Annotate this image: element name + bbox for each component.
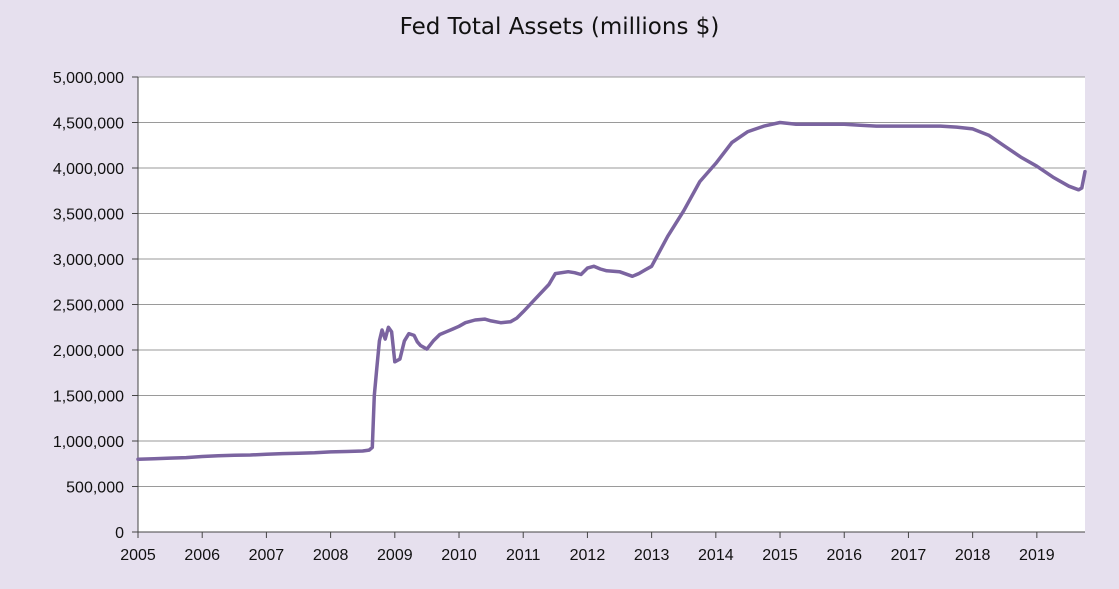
y-tick-label: 3,000,000 (53, 252, 124, 269)
y-tick-label: 4,500,000 (53, 116, 124, 133)
y-tick-label: 1,500,000 (53, 389, 124, 406)
x-tick-label: 2006 (184, 547, 220, 564)
y-tick-label: 500,000 (66, 480, 124, 497)
x-tick-label: 2018 (955, 547, 991, 564)
x-tick-label: 2012 (570, 547, 606, 564)
series-layer (136, 120, 1087, 461)
y-tick-label: 3,500,000 (53, 207, 124, 224)
x-tick-label: 2013 (634, 547, 670, 564)
y-tick-labels: 0 500,000 1,000,000 1,500,000 2,000,000 2,500… (53, 70, 124, 542)
x-tick-label: 2016 (826, 547, 862, 564)
x-tick-label: 2005 (120, 547, 156, 564)
x-tick-label: 2014 (698, 547, 734, 564)
y-tick-label: 2,500,000 (53, 298, 124, 315)
x-tick-label: 2019 (1019, 547, 1055, 564)
y-tick-label: 5,000,000 (53, 70, 124, 87)
y-tick-label: 1,000,000 (53, 434, 124, 451)
gridlines (138, 76, 1085, 487)
x-tick-label: 2015 (762, 547, 798, 564)
chart-title: Fed Total Assets (millions $) (399, 14, 720, 40)
x-tick-label: 2017 (891, 547, 927, 564)
series-line (136, 120, 1087, 461)
x-tick-label: 2011 (506, 547, 541, 564)
y-tick-label: 4,000,000 (53, 161, 124, 178)
x-tick-label: 2010 (441, 547, 477, 564)
x-tick-labels: 2005 2006 2007 2008 2009 2010 2011 2012 2013 2014… (120, 547, 1055, 564)
x-tick-label: 2009 (377, 547, 413, 564)
axes (132, 76, 1085, 538)
y-tick-label: 2,000,000 (53, 343, 124, 360)
x-tick-label: 2008 (313, 547, 349, 564)
x-tick-label: 2007 (249, 547, 285, 564)
y-tick-label: 0 (115, 525, 124, 542)
